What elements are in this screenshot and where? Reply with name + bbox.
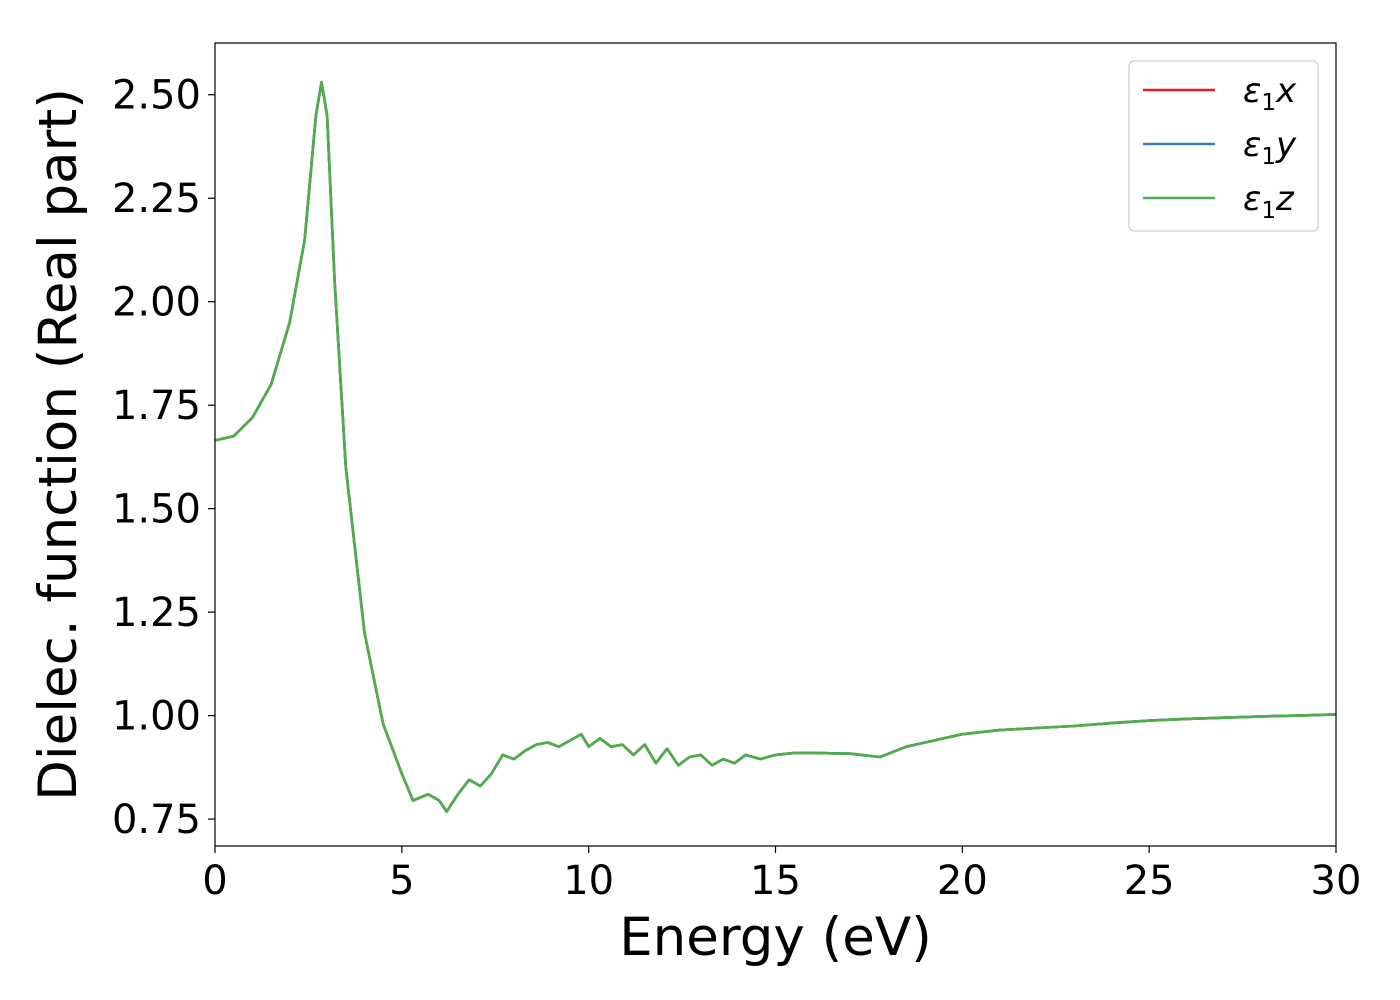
y-tick-label: 2.25 — [112, 176, 201, 222]
legend-label: ε1z — [1243, 179, 1295, 224]
x-tick-label: 5 — [389, 858, 414, 904]
y-tick-label: 1.00 — [112, 694, 201, 740]
legend-box — [1128, 60, 1319, 232]
x-tick-label: 15 — [750, 858, 801, 904]
series-layer — [215, 81, 1336, 813]
y-tick-label: 1.25 — [112, 590, 201, 636]
x-tick-label: 10 — [563, 858, 614, 904]
y-tick-label: 0.75 — [112, 797, 201, 843]
y-tick-label: 1.50 — [112, 487, 201, 533]
x-tick-label: 25 — [1124, 858, 1175, 904]
y-axis-label: Dielec. function (Real part) — [28, 88, 89, 801]
legend-label: ε1y — [1243, 125, 1297, 170]
y-axis: 0.75 1.00 1.25 1.50 1.75 2.00 2.25 2.50 — [112, 73, 215, 843]
y-tick-label: 2.00 — [112, 280, 201, 326]
legend-label: ε1x — [1243, 71, 1297, 116]
x-axis: 0 5 10 15 20 25 30 — [202, 846, 1361, 904]
y-tick-label: 2.50 — [112, 73, 201, 119]
x-tick-label: 30 — [1311, 858, 1362, 904]
legend: ε1x ε1y ε1z — [1128, 60, 1319, 232]
x-axis-label: Energy (eV) — [619, 907, 932, 968]
y-tick-label: 1.75 — [112, 383, 201, 429]
x-tick-label: 20 — [937, 858, 988, 904]
x-tick-label: 0 — [202, 858, 227, 904]
series-line-3 — [215, 81, 1336, 813]
